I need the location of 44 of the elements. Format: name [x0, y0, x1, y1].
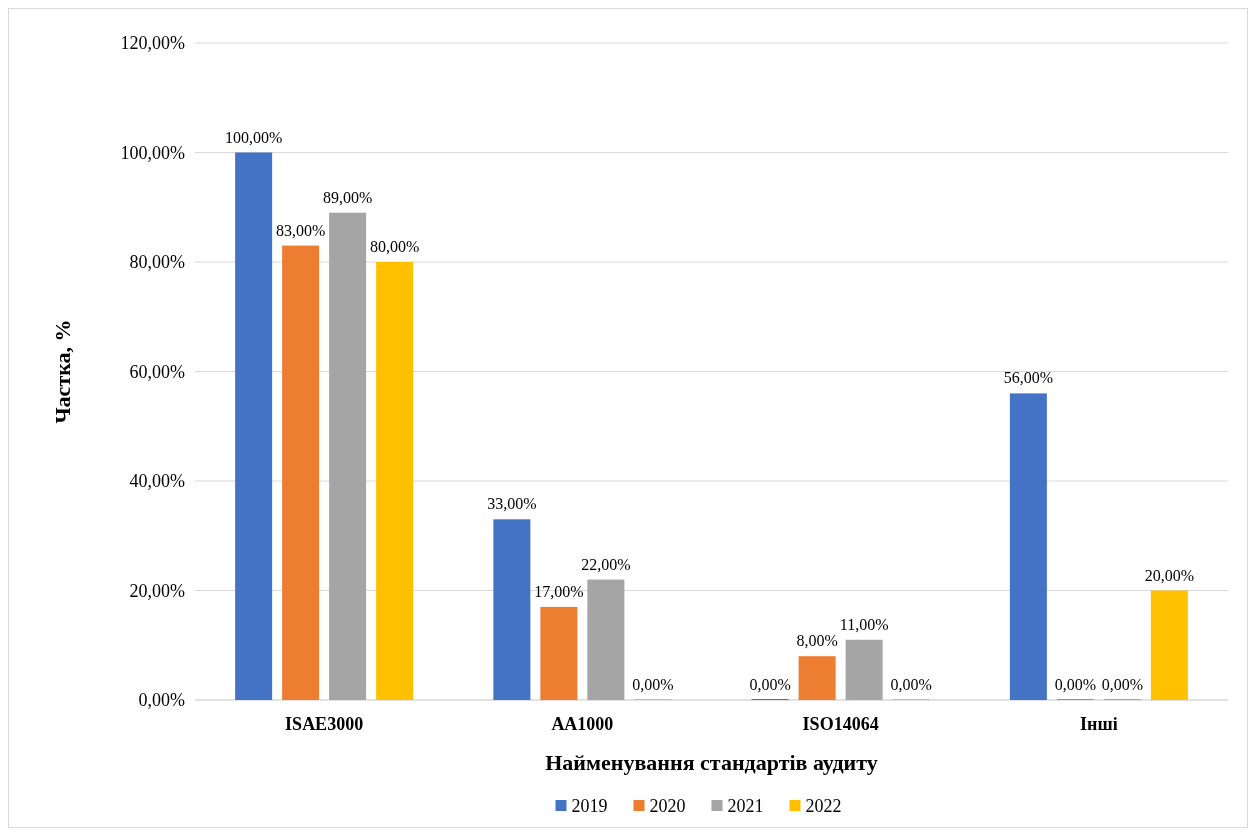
bar	[376, 262, 414, 700]
x-tick-label: Інші	[1080, 714, 1118, 734]
data-label: 83,00%	[275, 221, 326, 239]
data-label: 100,00%	[224, 128, 283, 146]
bar	[1150, 590, 1188, 700]
y-tick-label: 20,00%	[129, 580, 185, 601]
data-label: 11,00%	[839, 615, 889, 633]
bar	[493, 519, 531, 700]
bar	[329, 212, 367, 700]
data-label: 20,00%	[1144, 566, 1195, 584]
y-tick-label: 100,00%	[120, 142, 185, 163]
data-label: 33,00%	[487, 495, 537, 513]
x-axis-title: Найменування стандартів аудиту	[545, 750, 878, 775]
y-tick-label: 40,00%	[129, 471, 185, 492]
data-label: 0,00%	[1054, 676, 1097, 693]
x-tick-label: ISO14064	[802, 714, 879, 734]
legend-label: 2020	[649, 796, 686, 817]
bar	[540, 606, 578, 700]
y-axis-title: Частка, %	[50, 319, 75, 424]
data-label: 56,00%	[1003, 369, 1054, 387]
data-label: 8,00%	[796, 632, 838, 650]
bar	[845, 639, 883, 700]
bar	[587, 579, 625, 700]
data-label: 17,00%	[534, 582, 584, 600]
x-tick-label: ISAE3000	[285, 714, 364, 734]
data-label: 0,00%	[1101, 676, 1144, 693]
x-tick-label: AA1000	[551, 714, 614, 734]
bar	[1009, 393, 1047, 700]
y-tick-label: 80,00%	[129, 252, 185, 273]
legend-label: 2019	[571, 796, 608, 817]
data-label: 0,00%	[749, 676, 791, 693]
data-label: 80,00%	[369, 238, 420, 255]
data-label: 22,00%	[581, 555, 631, 573]
y-tick-label: 60,00%	[129, 361, 185, 382]
legend-label: 2021	[727, 796, 764, 817]
y-tick-label: 0,00%	[138, 690, 185, 711]
y-tick-label: 120,00%	[120, 33, 185, 54]
data-label: 0,00%	[890, 676, 932, 693]
legend-label: 2022	[805, 796, 842, 817]
data-label: 0,00%	[632, 676, 674, 693]
bar	[235, 152, 273, 700]
bar	[282, 245, 320, 700]
bar	[798, 656, 836, 700]
data-label: 89,00%	[322, 188, 373, 206]
